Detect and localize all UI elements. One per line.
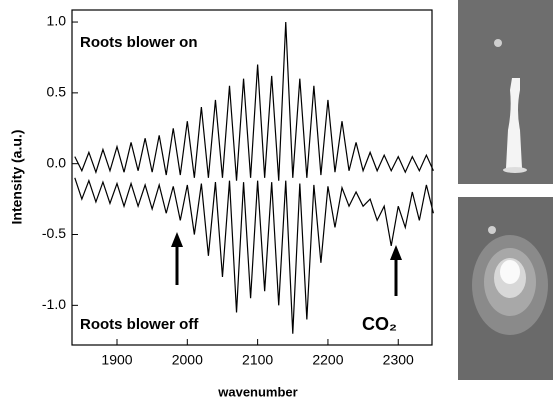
photo-bottom — [458, 197, 553, 380]
plot-frame — [71, 9, 433, 346]
y-tick-label: 0.5 — [47, 84, 67, 100]
x-tick-label: 2300 — [383, 352, 414, 368]
y-tick-label: 1.0 — [47, 13, 67, 29]
y-axis-label: Intensity (a.u.) — [9, 130, 25, 225]
x-tick-label: 1900 — [101, 352, 132, 368]
series-label: Roots blower on — [80, 34, 198, 51]
annotation: CO₂ — [362, 314, 397, 334]
y-tick-label: 0.0 — [47, 154, 67, 170]
series-line — [74, 177, 434, 334]
x-tick-label: 2100 — [242, 352, 273, 368]
series-line — [74, 22, 434, 181]
y-tick-label: -1.0 — [42, 296, 66, 312]
arrow — [390, 245, 402, 296]
series-label: Roots blower off — [80, 316, 199, 333]
x-tick-label: 2200 — [312, 352, 343, 368]
arrow — [171, 232, 183, 285]
x-axis-label: wavenumber — [217, 384, 297, 399]
x-tick-label: 2000 — [172, 352, 203, 368]
y-tick-label: -0.5 — [42, 225, 66, 241]
photo-top — [458, 0, 553, 184]
